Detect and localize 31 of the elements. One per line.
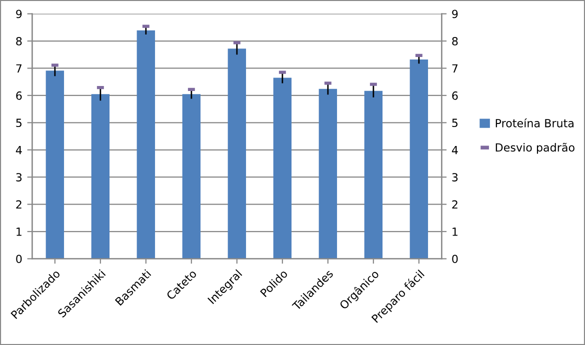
legend-label: Proteína Bruta — [496, 118, 574, 128]
y2-tick-label: 8 — [452, 36, 458, 46]
y2-tick-label: 4 — [452, 146, 458, 154]
y-tick-label: 1 — [16, 228, 22, 236]
bar — [182, 94, 201, 259]
bar — [273, 78, 292, 259]
y2-tick-label: 7 — [452, 64, 458, 72]
bar — [136, 30, 156, 259]
bar — [228, 48, 246, 259]
y2-tick-label: 3 — [452, 173, 458, 182]
bar — [91, 94, 110, 259]
bar — [318, 88, 338, 259]
y-tick-label: 6 — [16, 91, 22, 100]
y2-tick-label: 6 — [452, 91, 458, 100]
y2-tick-label: 2 — [452, 200, 458, 209]
y2-tick-label: 1 — [452, 228, 458, 236]
y2-tick-label: 0 — [452, 254, 458, 264]
y-tick-label: 5 — [16, 118, 22, 128]
y2-tick-label: 5 — [452, 118, 458, 128]
y-tick-label: 0 — [16, 254, 22, 264]
y-tick-label: 4 — [16, 146, 22, 154]
bar — [46, 70, 64, 259]
y-tick-label: 3 — [16, 173, 22, 182]
y2-tick-label: 9 — [452, 10, 458, 18]
bar — [364, 90, 383, 259]
y-tick-label: 9 — [16, 10, 22, 18]
y-tick-label: 7 — [16, 64, 22, 72]
y-tick-label: 2 — [16, 200, 22, 209]
y-tick-label: 8 — [16, 36, 22, 46]
bar — [410, 60, 428, 259]
legend-label: Desvio padrão — [496, 142, 574, 154]
